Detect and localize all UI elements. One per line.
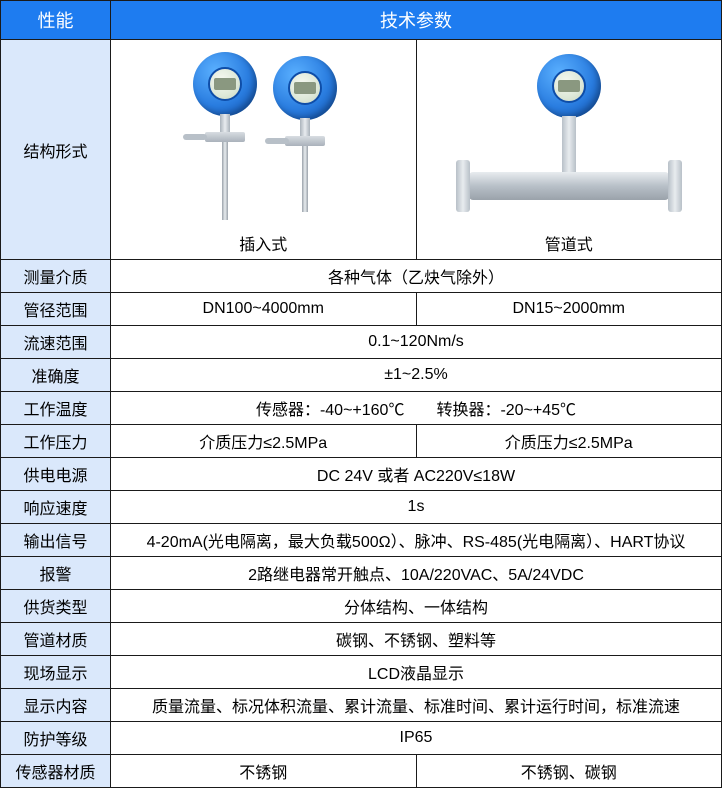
spec-row: 报警2路继电器常开触点、10A/220VAC、5A/24VDC — [1, 557, 722, 590]
row-value-2: 介质压力≤2.5MPa — [416, 425, 722, 458]
pipeline-meter-cell: 管道式 — [416, 40, 722, 260]
row-value: 4-20mA(光电隔离，最大负载500Ω）、脉冲、RS-485(光电隔离）、HA… — [111, 524, 722, 557]
row-value-1: 不锈钢 — [111, 755, 417, 788]
spec-row: 显示内容质量流量、标况体积流量、累计流量、标准时间、累计运行时间，标准流速 — [1, 689, 722, 722]
spec-row: 测量介质各种气体（乙炔气除外） — [1, 260, 722, 293]
pipeline-meter-illustration — [444, 52, 694, 227]
row-value: 分体结构、一体结构 — [111, 590, 722, 623]
lcd-icon — [552, 69, 586, 103]
row-value: 各种气体（乙炔气除外） — [111, 260, 722, 293]
row-label: 供电电源 — [1, 458, 111, 491]
row-label: 工作温度 — [1, 392, 111, 425]
spec-row: 传感器材质不锈钢不锈钢、碳钢 — [1, 755, 722, 788]
row-value: 2路继电器常开触点、10A/220VAC、5A/24VDC — [111, 557, 722, 590]
row-label: 测量介质 — [1, 260, 111, 293]
spec-row: 管道材质碳钢、不锈钢、塑料等 — [1, 623, 722, 656]
row-label: 管径范围 — [1, 293, 111, 326]
spec-table: 性能 技术参数 结构形式 — [0, 0, 722, 788]
spec-row: 准确度±1~2.5% — [1, 359, 722, 392]
row-label: 供货类型 — [1, 590, 111, 623]
row-value: 质量流量、标况体积流量、累计流量、标准时间、累计运行时间，标准流速 — [111, 689, 722, 722]
spec-row: 供电电源DC 24V 或者 AC220V≤18W — [1, 458, 722, 491]
row-value-1: 介质压力≤2.5MPa — [111, 425, 417, 458]
row-label: 准确度 — [1, 359, 111, 392]
structure-row: 结构形式 — [1, 40, 722, 260]
row-value: 0.1~120Nm/s — [111, 326, 722, 359]
spec-row: 工作温度传感器：-40~+160℃ 转换器：-20~+45℃ — [1, 392, 722, 425]
spec-row: 输出信号4-20mA(光电隔离，最大负载500Ω）、脉冲、RS-485(光电隔离… — [1, 524, 722, 557]
spec-row: 响应速度1s — [1, 491, 722, 524]
insertion-meter-illustration — [153, 52, 373, 227]
pipeline-caption: 管道式 — [545, 231, 593, 255]
row-value-2: 不锈钢、碳钢 — [416, 755, 722, 788]
header-row: 性能 技术参数 — [1, 1, 722, 40]
spec-row: 流速范围0.1~120Nm/s — [1, 326, 722, 359]
lcd-icon — [208, 67, 242, 101]
row-value-1: DN100~4000mm — [111, 293, 417, 326]
row-value: 传感器：-40~+160℃ 转换器：-20~+45℃ — [111, 392, 722, 425]
row-label: 传感器材质 — [1, 755, 111, 788]
row-label: 报警 — [1, 557, 111, 590]
insertion-caption: 插入式 — [239, 231, 287, 255]
row-label: 输出信号 — [1, 524, 111, 557]
row-value: DC 24V 或者 AC220V≤18W — [111, 458, 722, 491]
row-label: 响应速度 — [1, 491, 111, 524]
row-value: LCD液晶显示 — [111, 656, 722, 689]
row-value: ±1~2.5% — [111, 359, 722, 392]
lcd-icon — [288, 71, 322, 105]
row-value: 1s — [111, 491, 722, 524]
spec-row: 供货类型分体结构、一体结构 — [1, 590, 722, 623]
header-performance: 性能 — [1, 1, 111, 40]
row-label: 工作压力 — [1, 425, 111, 458]
row-label: 显示内容 — [1, 689, 111, 722]
row-label: 现场显示 — [1, 656, 111, 689]
header-techparams: 技术参数 — [111, 1, 722, 40]
structure-label: 结构形式 — [1, 40, 111, 260]
row-label: 管道材质 — [1, 623, 111, 656]
row-label: 流速范围 — [1, 326, 111, 359]
insertion-meter-cell: 插入式 — [111, 40, 417, 260]
spec-row: 工作压力介质压力≤2.5MPa介质压力≤2.5MPa — [1, 425, 722, 458]
spec-row: 管径范围DN100~4000mmDN15~2000mm — [1, 293, 722, 326]
row-value: 碳钢、不锈钢、塑料等 — [111, 623, 722, 656]
row-value-2: DN15~2000mm — [416, 293, 722, 326]
spec-row: 现场显示LCD液晶显示 — [1, 656, 722, 689]
